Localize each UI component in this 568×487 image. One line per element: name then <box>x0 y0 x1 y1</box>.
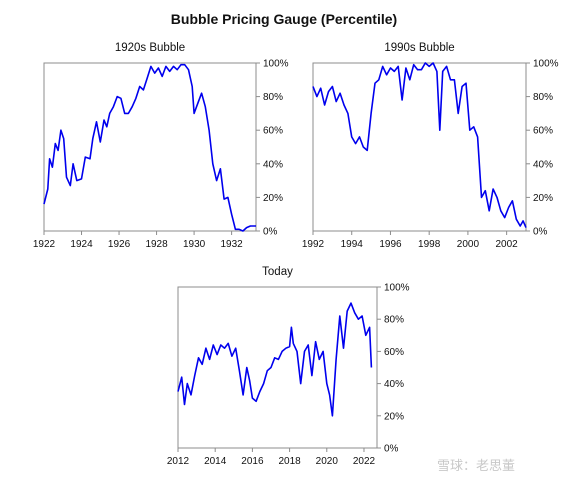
x-tick-label: 2014 <box>204 456 227 467</box>
y-tick-label: 100% <box>263 59 289 70</box>
y-tick-label: 80% <box>384 315 404 326</box>
watermark-text: 雪球：老思董 <box>437 458 516 473</box>
y-tick-label: 20% <box>263 193 283 204</box>
y-tick-label: 100% <box>384 283 410 294</box>
y-tick-label: 0% <box>384 444 399 455</box>
y-tick-label: 40% <box>533 159 553 170</box>
x-tick-label: 1930 <box>183 239 206 250</box>
y-tick-label: 60% <box>263 126 283 137</box>
x-tick-label: 1928 <box>145 239 168 250</box>
x-tick-label: 1922 <box>33 239 56 250</box>
panel-1920s: 1920s Bubble 1922 1924 1926 1928 1930 1932 0% 20… <box>33 42 289 250</box>
series-line <box>43 63 256 232</box>
x-tick-label: 1998 <box>418 239 441 250</box>
plot-frame <box>43 62 257 232</box>
y-tick-label: 60% <box>384 347 404 358</box>
x-tick-label: 2020 <box>316 456 339 467</box>
plot-frame <box>177 286 378 449</box>
panel-title: 1990s Bubble <box>384 42 454 54</box>
x-tick-label: 1926 <box>108 239 131 250</box>
series-line <box>177 302 373 417</box>
y-tick-label: 20% <box>533 193 553 204</box>
y-tick-label: 0% <box>263 227 278 238</box>
y-tick-label: 40% <box>263 159 283 170</box>
y-tick-label: 100% <box>533 59 559 70</box>
y-tick-label: 80% <box>263 92 283 103</box>
y-tick-label: 40% <box>384 379 404 390</box>
series-line <box>312 62 527 228</box>
panel-title: 1920s Bubble <box>115 42 185 54</box>
x-tick-label: 1932 <box>220 239 243 250</box>
y-tick-label: 60% <box>533 126 553 137</box>
panel-1990s: 1990s Bubble 1992 1994 1996 1998 2000 2002 0% 20… <box>302 42 559 250</box>
x-tick-label: 2012 <box>167 456 190 467</box>
x-tick-label: 2018 <box>278 456 301 467</box>
y-tick-label: 0% <box>533 227 548 238</box>
x-tick-label: 2016 <box>241 456 264 467</box>
x-tick-label: 1994 <box>341 239 364 250</box>
plot-frame <box>312 62 527 232</box>
x-tick-label: 2000 <box>457 239 480 250</box>
panel-today: Today 2012 2014 2016 2018 2020 2022 0% 20% 40% 60%… <box>167 266 410 467</box>
panel-title: Today <box>262 266 293 278</box>
y-tick-label: 20% <box>384 411 404 422</box>
x-tick-label: 1924 <box>70 239 93 250</box>
y-tick-label: 80% <box>533 92 553 103</box>
x-tick-label: 1992 <box>302 239 325 250</box>
x-tick-label: 2022 <box>353 456 376 467</box>
x-tick-label: 2002 <box>496 239 519 250</box>
chart-main-title: Bubble Pricing Gauge (Percentile) <box>170 11 398 27</box>
x-tick-label: 1996 <box>379 239 402 250</box>
